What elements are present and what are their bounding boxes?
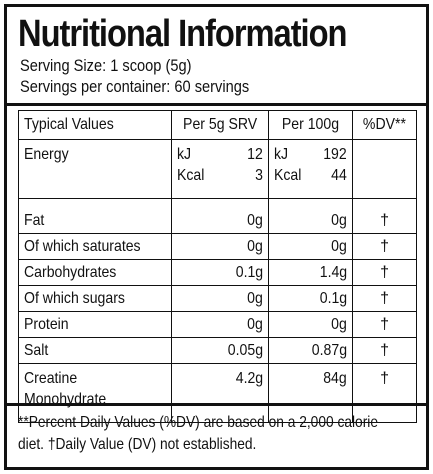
energy-label: Energy — [17, 139, 173, 199]
per-100g-value: 0g — [267, 310, 354, 338]
dv-value: † — [352, 336, 417, 364]
creatine-dv: † — [352, 362, 417, 423]
dv-value: † — [352, 207, 417, 234]
table-row: Fat 0g 0g † — [17, 207, 417, 234]
nutrition-panel — [4, 4, 429, 470]
table-row-creatine: Creatine Monohydrate 4.2g 84g † — [17, 362, 417, 423]
table-row: Salt 0.05g 0.87g † — [17, 336, 417, 364]
footnote-line-1: **Percent Daily Values (%DV) are based o… — [18, 414, 378, 431]
per-serving-value: 0g — [171, 284, 269, 312]
per-100g-value: 0g — [267, 207, 354, 234]
per-100g-value: 0.87g — [267, 336, 354, 364]
table-header-row: Typical Values Per 5g SRV Per 100g %DV** — [17, 110, 417, 140]
dv-value: † — [352, 310, 417, 338]
footnote-line-2: diet. †Daily Value (DV) not established. — [18, 436, 257, 453]
bottom-divider — [4, 403, 429, 406]
per-100g-value: 0g — [267, 232, 354, 260]
per-serving-value: 0.1g — [171, 258, 269, 286]
nutrient-label: Carbohydrates — [17, 258, 173, 286]
header-dv: %DV** — [352, 110, 417, 140]
per-serving-value: 0g — [171, 232, 269, 260]
dv-value: † — [352, 232, 417, 260]
footnote: **Percent Daily Values (%DV) are based o… — [18, 412, 413, 456]
creatine-per-100g: 84g — [267, 362, 354, 423]
table-row: Of which saturates 0g 0g † — [17, 232, 417, 260]
table-row: Protein 0g 0g † — [17, 310, 417, 338]
nutrient-label: Salt — [17, 336, 173, 364]
energy-per-100g: kJ 192 Kcal 44 — [267, 139, 354, 199]
spacer-row — [17, 198, 417, 208]
top-divider — [4, 103, 429, 106]
energy-dv — [352, 139, 417, 199]
header-typical-values: Typical Values — [17, 110, 173, 140]
per-100g-value: 1.4g — [267, 258, 354, 286]
servings-per-container: Servings per container: 60 servings — [20, 77, 250, 96]
creatine-per-serving: 4.2g — [171, 362, 269, 423]
per-serving-value: 0.05g — [171, 336, 269, 364]
dv-value: † — [352, 284, 417, 312]
nutrient-label: Fat — [17, 207, 173, 234]
per-100g-value: 0.1g — [267, 284, 354, 312]
table-row: Of which sugars 0g 0.1g † — [17, 284, 417, 312]
nutrient-label: Of which sugars — [17, 284, 173, 312]
page-title: Nutritional Information — [18, 13, 347, 55]
serving-size: Serving Size: 1 scoop (5g) — [20, 56, 192, 75]
table-row-energy: Energy kJ 12 Kcal 3 kJ 192 Kcal 44 — [17, 139, 417, 199]
nutrient-label: Protein — [17, 310, 173, 338]
nutrition-table: Typical Values Per 5g SRV Per 100g %DV**… — [17, 110, 417, 423]
energy-per-serving: kJ 12 Kcal 3 — [171, 139, 269, 199]
nutrient-label: Of which saturates — [17, 232, 173, 260]
per-serving-value: 0g — [171, 310, 269, 338]
dv-value: † — [352, 258, 417, 286]
per-serving-value: 0g — [171, 207, 269, 234]
table-row: Carbohydrates 0.1g 1.4g † — [17, 258, 417, 286]
header-per-100g: Per 100g — [267, 110, 354, 140]
header-per-serving: Per 5g SRV — [171, 110, 269, 140]
